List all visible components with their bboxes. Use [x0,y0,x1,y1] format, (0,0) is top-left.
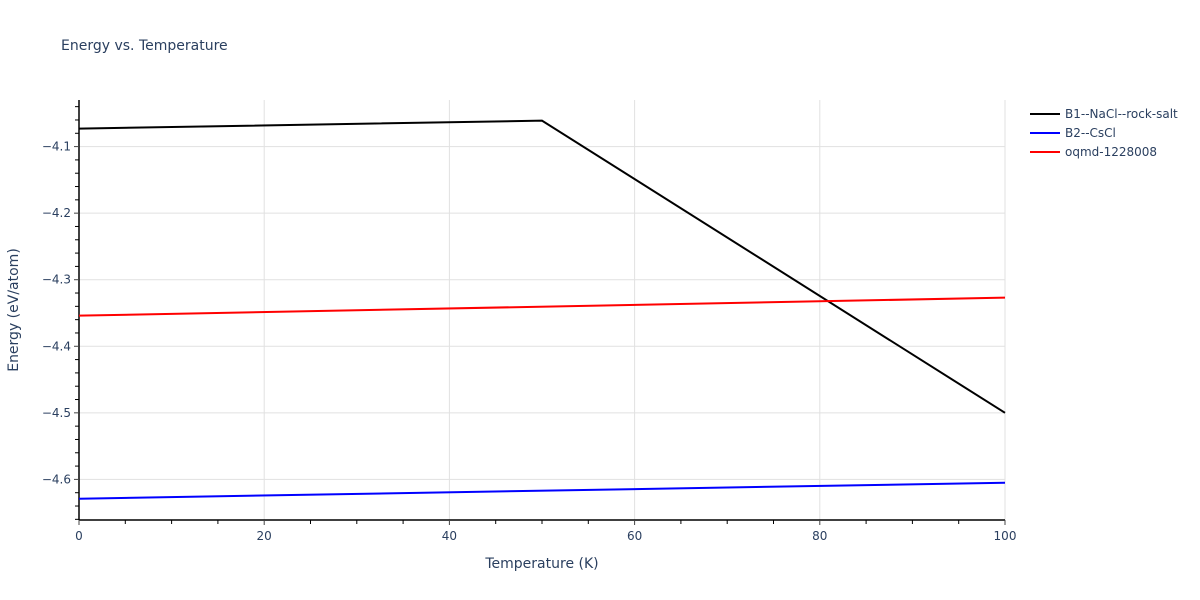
legend-label: oqmd-1228008 [1065,145,1157,159]
x-tick-label: 40 [442,529,457,543]
legend-label: B1--NaCl--rock-salt [1065,107,1178,121]
legend-item[interactable]: oqmd-1228008 [1030,145,1157,159]
legend-label: B2--CsCl [1065,126,1116,140]
y-tick-label: −4.6 [42,472,71,486]
x-axis-label: Temperature (K) [484,556,598,572]
series-line-b1-nacl-rock-salt[interactable] [78,119,1006,414]
y-axis-label: Energy (eV/atom) [6,248,22,372]
gridlines [79,100,1006,520]
y-tick-label: −4.4 [42,339,71,353]
legend[interactable]: B1--NaCl--rock-salt B2--CsCl oqmd-1228008 [1030,107,1178,159]
x-tick-label: 100 [994,529,1017,543]
y-tick-label: −4.5 [42,406,71,420]
series-line-oqmd-1228008[interactable] [78,296,1006,317]
x-tick-label: 0 [75,529,83,543]
y-tick-label: −4.1 [42,140,71,154]
x-tick-label: 60 [627,529,642,543]
y-tick-label: −4.2 [42,206,71,220]
chart-title: Energy vs. Temperature [61,38,228,54]
legend-item[interactable]: B2--CsCl [1030,126,1116,140]
axes: 0 20 40 60 80 100 −4.1 −4.2 −4.3 −4.4 −4.5 −4.6 [42,100,1017,543]
data-series [78,119,1006,500]
x-tick-label: 80 [812,529,827,543]
x-tick-label: 20 [257,529,272,543]
legend-item[interactable]: B1--NaCl--rock-salt [1030,107,1178,121]
y-tick-label: −4.3 [42,273,71,287]
series-line-b2-cscl[interactable] [78,481,1006,500]
